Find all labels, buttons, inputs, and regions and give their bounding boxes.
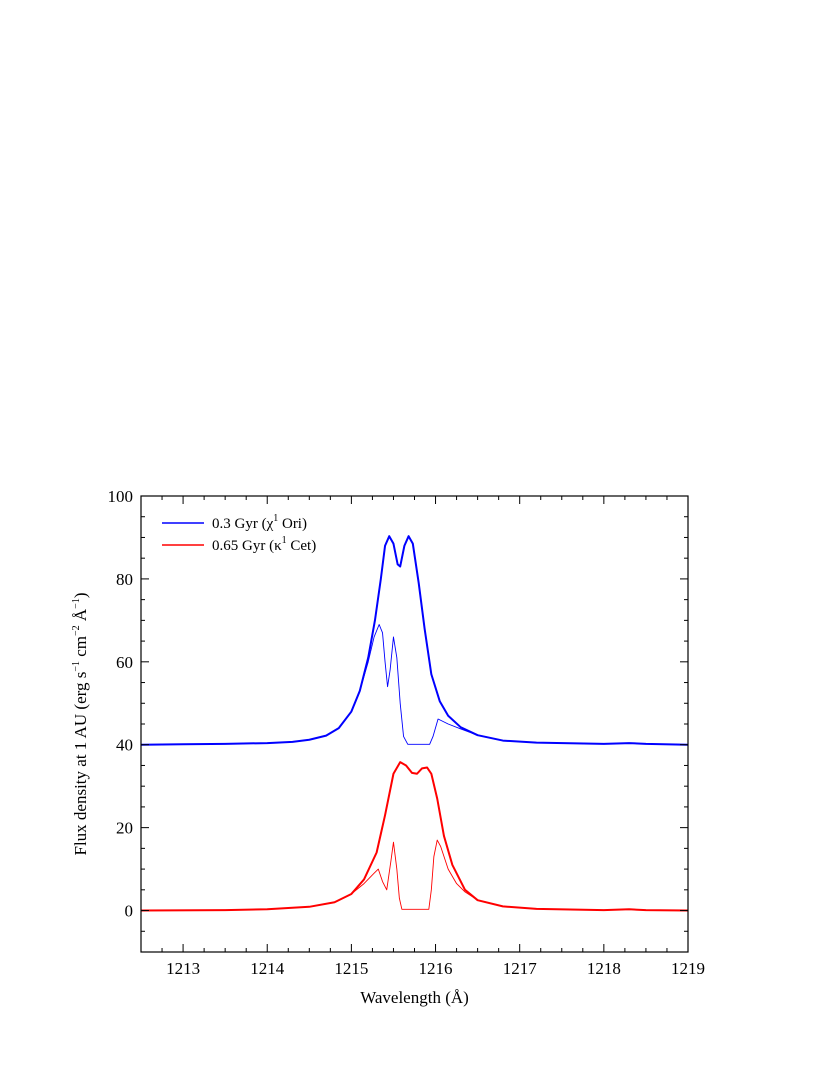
y-axis-label-mid1: cm bbox=[71, 636, 90, 661]
plot-frame bbox=[140, 495, 689, 953]
y-axis-label-end: ) bbox=[71, 592, 90, 598]
y-tick-label: 20 bbox=[116, 819, 133, 838]
y-tick-label: 40 bbox=[116, 736, 133, 755]
x-tick-label: 1216 bbox=[419, 959, 453, 978]
legend-entry-0-post: Ori) bbox=[278, 516, 307, 532]
legend-entry-1: 0.65 Gyr (κ1 Cet) bbox=[212, 535, 316, 554]
x-tick-label: 1218 bbox=[587, 959, 621, 978]
y-tick-label: 60 bbox=[116, 653, 133, 672]
legend-entry-1-pre: 0.65 Gyr (κ bbox=[212, 538, 282, 554]
x-tick-label: 1215 bbox=[334, 959, 368, 978]
y-axis-label-mid2: Å bbox=[71, 608, 90, 625]
series-line-2 bbox=[141, 761, 688, 912]
y-axis-label-exp3: −1 bbox=[71, 598, 82, 609]
x-tick-label: 1214 bbox=[250, 959, 285, 978]
series-line-1 bbox=[141, 624, 688, 746]
axis-ticks bbox=[140, 495, 689, 953]
x-tick-label: 1219 bbox=[671, 959, 705, 978]
legend-entry-1-sup: 1 bbox=[282, 535, 287, 546]
y-tick-label: 100 bbox=[108, 487, 134, 506]
x-tick-label: 1217 bbox=[503, 959, 538, 978]
legend-entry-0: 0.3 Gyr (χ1 Ori) bbox=[212, 513, 307, 532]
series-line-3 bbox=[141, 839, 688, 911]
legend-entry-0-pre: 0.3 Gyr (χ bbox=[212, 516, 274, 532]
legend-entry-1-post: Cet) bbox=[287, 538, 317, 554]
plot-lines bbox=[141, 535, 688, 912]
x-tick-label: 1213 bbox=[166, 959, 200, 978]
y-tick-label: 80 bbox=[116, 570, 133, 589]
y-axis-label-base: Flux density at 1 AU (erg s bbox=[71, 672, 90, 856]
legend-entry-0-sup: 1 bbox=[273, 513, 278, 524]
y-axis-label: Flux density at 1 AU (erg s−1 cm−2 Å−1) bbox=[71, 592, 90, 855]
series-line-0 bbox=[141, 535, 688, 746]
tick-labels: 1213 1214 1215 1216 1217 1218 1219 0 20 40 60 80 100 bbox=[108, 487, 706, 978]
x-axis-label: Wavelength (Å) bbox=[360, 988, 469, 1007]
legend: 0.3 Gyr (χ1 Ori) 0.65 Gyr (κ1 Cet) bbox=[162, 513, 316, 554]
y-tick-label: 0 bbox=[125, 902, 134, 921]
y-axis-label-exp2: −2 bbox=[71, 625, 82, 636]
y-axis-label-exp1: −1 bbox=[71, 661, 82, 672]
